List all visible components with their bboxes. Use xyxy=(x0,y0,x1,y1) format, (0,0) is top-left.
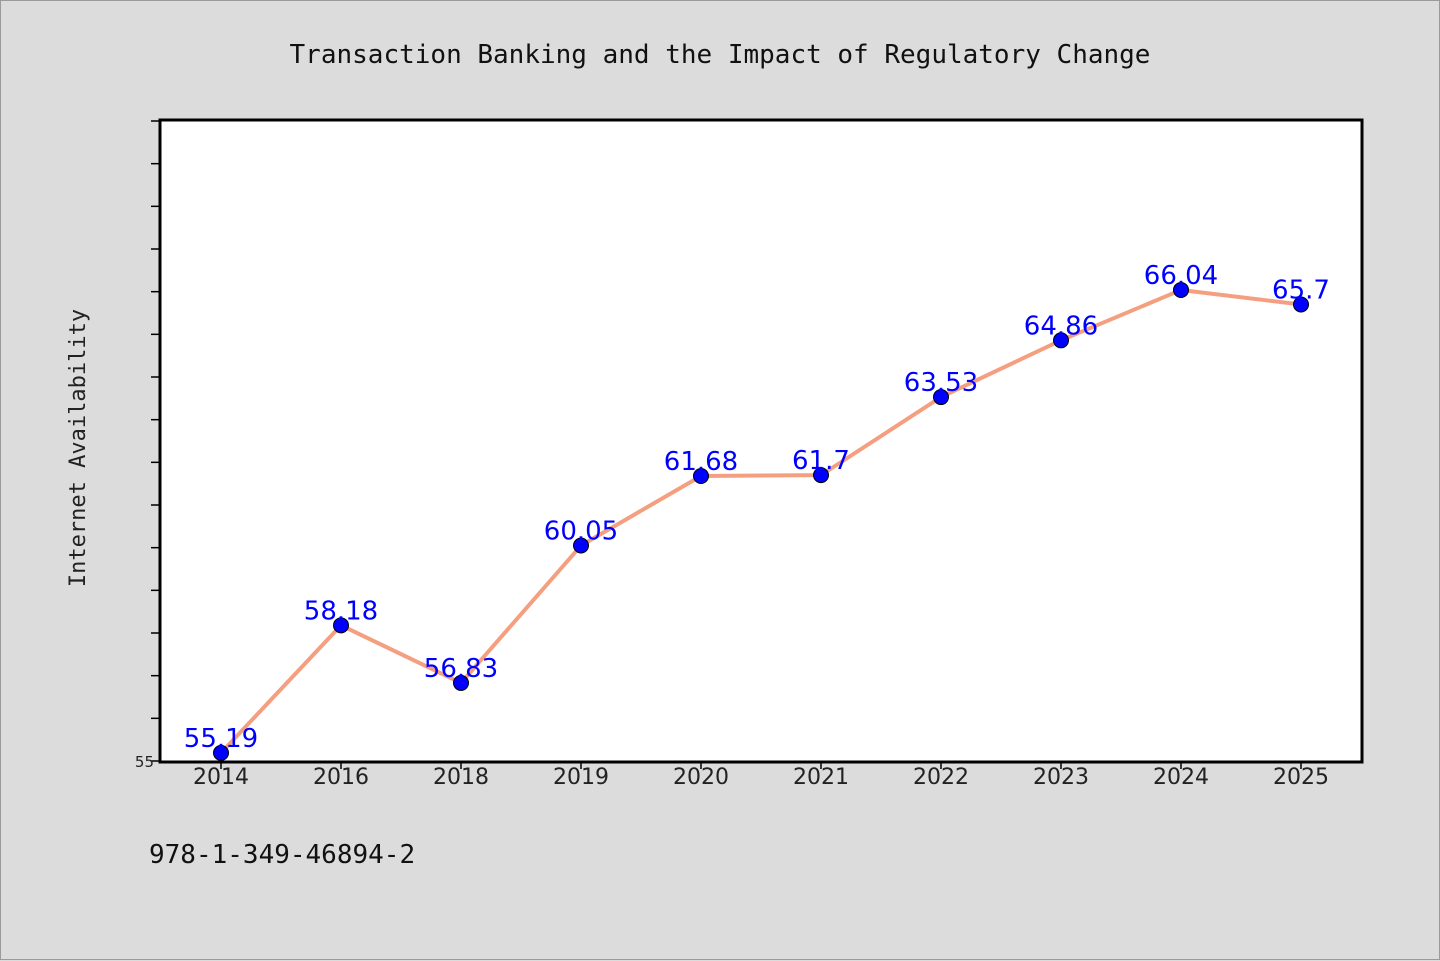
data-point xyxy=(933,389,949,406)
data-point xyxy=(453,674,469,691)
data-point xyxy=(333,617,349,634)
data-label: 65.7 xyxy=(1272,275,1330,305)
plot-area xyxy=(158,118,1364,764)
data-labels: 55.19 58.18 56.83 60.05 61.68 61.7 63.53 64.86 6… xyxy=(184,261,1330,754)
x-tick-label: 2022 xyxy=(913,765,969,790)
data-label: 63.53 xyxy=(904,368,978,398)
y-axis-label: Internet Availability xyxy=(66,309,91,587)
data-point xyxy=(1053,332,1069,349)
data-label: 61.7 xyxy=(792,446,850,476)
x-tick-label: 2025 xyxy=(1273,765,1329,790)
footer-code: 978-1-349-46894-2 xyxy=(149,840,415,870)
y-tick-label: 55 xyxy=(135,753,154,771)
series-line xyxy=(219,287,1302,755)
data-label: 58.18 xyxy=(304,596,378,626)
data-point xyxy=(1173,281,1189,298)
data-point xyxy=(813,467,829,484)
data-label: 60.05 xyxy=(544,517,618,547)
x-tick-label: 2020 xyxy=(673,765,729,790)
data-point xyxy=(693,467,709,484)
y-axis-ticks: 55 xyxy=(135,120,160,771)
x-tick-label: 2016 xyxy=(313,765,369,790)
x-tick-label: 2024 xyxy=(1153,765,1209,790)
data-label: 64.86 xyxy=(1024,311,1098,341)
series-layer xyxy=(213,281,1309,761)
data-point xyxy=(1293,296,1309,313)
data-label: 61.68 xyxy=(664,447,738,477)
x-axis-ticks: 2014 2016 2018 2019 2020 2021 2022 2023 2024 2025 xyxy=(193,761,1329,790)
x-tick-label: 2018 xyxy=(433,765,489,790)
x-tick-label: 2014 xyxy=(193,765,249,790)
x-tick-label: 2019 xyxy=(553,765,609,790)
x-tick-label: 2023 xyxy=(1033,765,1089,790)
data-label: 66.04 xyxy=(1144,261,1218,291)
chart-title: Transaction Banking and the Impact of Re… xyxy=(290,40,1151,70)
data-label: 56.83 xyxy=(424,654,498,684)
x-tick-label: 2021 xyxy=(793,765,849,790)
data-label: 55.19 xyxy=(184,724,258,754)
data-point xyxy=(213,744,229,761)
data-point xyxy=(573,537,589,554)
